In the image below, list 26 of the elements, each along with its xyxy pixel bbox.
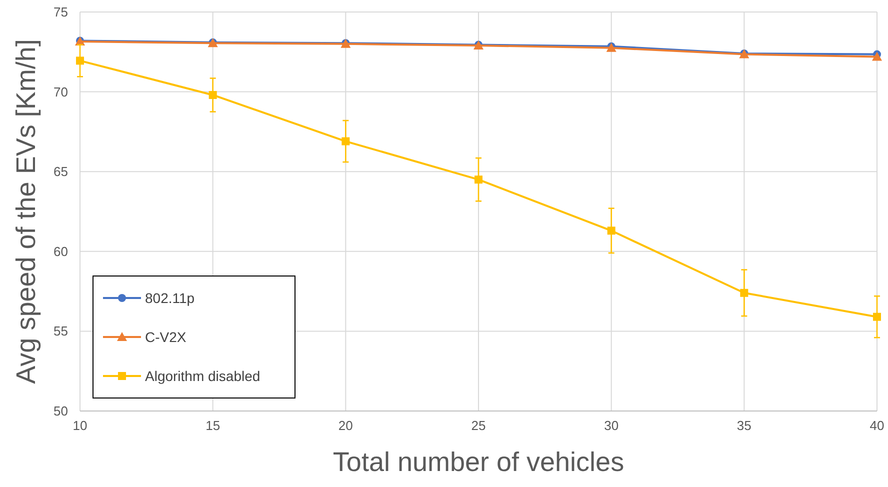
- x-tick-label: 40: [870, 418, 884, 433]
- point: [76, 56, 84, 65]
- point: [342, 137, 350, 146]
- y-tick-label: 65: [54, 164, 68, 180]
- x-tick-label: 20: [338, 418, 353, 433]
- point: [873, 312, 881, 321]
- x-axis-title: Total number of vehicles: [332, 447, 624, 477]
- legend-label: C-V2X: [145, 329, 187, 345]
- point: [872, 52, 882, 61]
- x-tick-label: 10: [72, 418, 88, 433]
- point: [740, 288, 748, 297]
- point: [607, 226, 616, 235]
- point: [208, 90, 217, 99]
- point: [474, 176, 482, 184]
- y-axis-title: Avg speed of the EVs [Km/h]: [11, 39, 41, 384]
- x-tick-label: 15: [206, 418, 220, 433]
- legend-label: 802.11p: [145, 290, 195, 306]
- x-tick-label: 25: [471, 418, 486, 433]
- y-tick-label: 50: [54, 404, 68, 418]
- legend-label: Algorithm disabled: [145, 368, 260, 384]
- y-tick-label: 75: [54, 4, 68, 20]
- y-tick-label: 70: [54, 84, 68, 100]
- y-tick-label: 60: [54, 244, 68, 259]
- y-tick-label: 55: [54, 324, 68, 339]
- x-tick-label: 30: [604, 418, 619, 433]
- x-tick-label: 35: [736, 418, 752, 433]
